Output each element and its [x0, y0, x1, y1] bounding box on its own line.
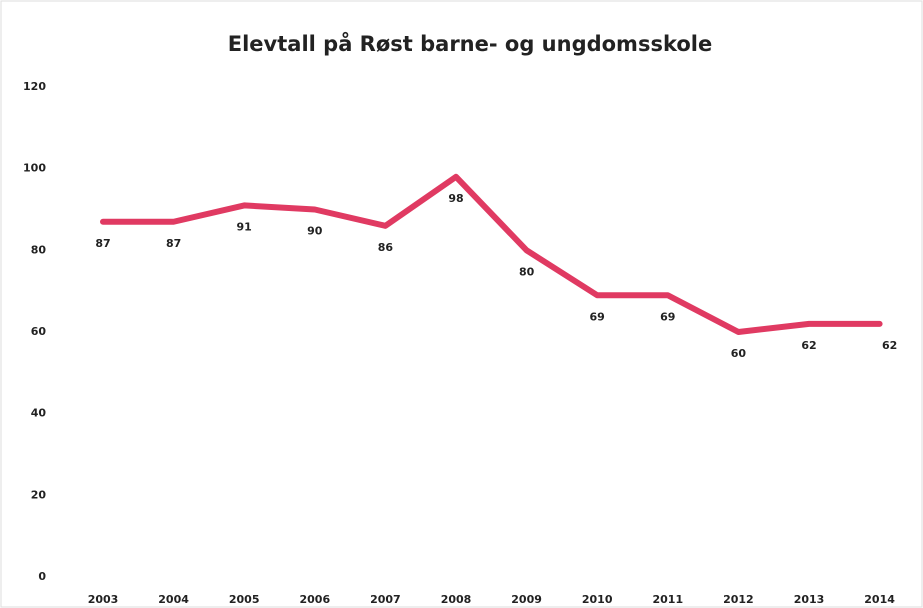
data-label: 91: [237, 220, 252, 233]
y-tick-label: 120: [23, 80, 46, 93]
x-tick-label: 2007: [370, 593, 401, 606]
x-tick-label: 2003: [88, 593, 119, 606]
data-label: 87: [95, 237, 110, 250]
y-tick-label: 20: [31, 488, 47, 501]
data-label: 69: [590, 310, 605, 323]
data-label: 87: [166, 237, 181, 250]
data-label: 98: [448, 192, 463, 205]
data-label: 60: [731, 347, 747, 360]
y-tick-label: 0: [38, 570, 46, 583]
data-label: 90: [307, 225, 323, 238]
data-label: 80: [519, 265, 535, 278]
x-tick-label: 2005: [229, 593, 260, 606]
x-tick-label: 2014: [864, 593, 895, 606]
x-tick-label: 2008: [441, 593, 472, 606]
x-tick-label: 2004: [158, 593, 189, 606]
x-tick-label: 2010: [582, 593, 613, 606]
data-label: 62: [882, 339, 897, 352]
data-label: 62: [801, 339, 816, 352]
y-tick-label: 80: [31, 243, 47, 256]
x-tick-label: 2013: [794, 593, 825, 606]
y-tick-label: 60: [31, 325, 47, 338]
data-label: 86: [378, 241, 394, 254]
x-tick-label: 2011: [652, 593, 683, 606]
x-tick-label: 2006: [299, 593, 330, 606]
y-tick-label: 40: [31, 407, 47, 420]
x-tick-label: 2012: [723, 593, 754, 606]
chart-title: Elevtall på Røst barne- og ungdomsskole: [228, 31, 712, 56]
y-tick-label: 100: [23, 162, 46, 175]
data-line: [100, 173, 883, 335]
data-label: 69: [660, 310, 675, 323]
x-tick-label: 2009: [511, 593, 542, 606]
